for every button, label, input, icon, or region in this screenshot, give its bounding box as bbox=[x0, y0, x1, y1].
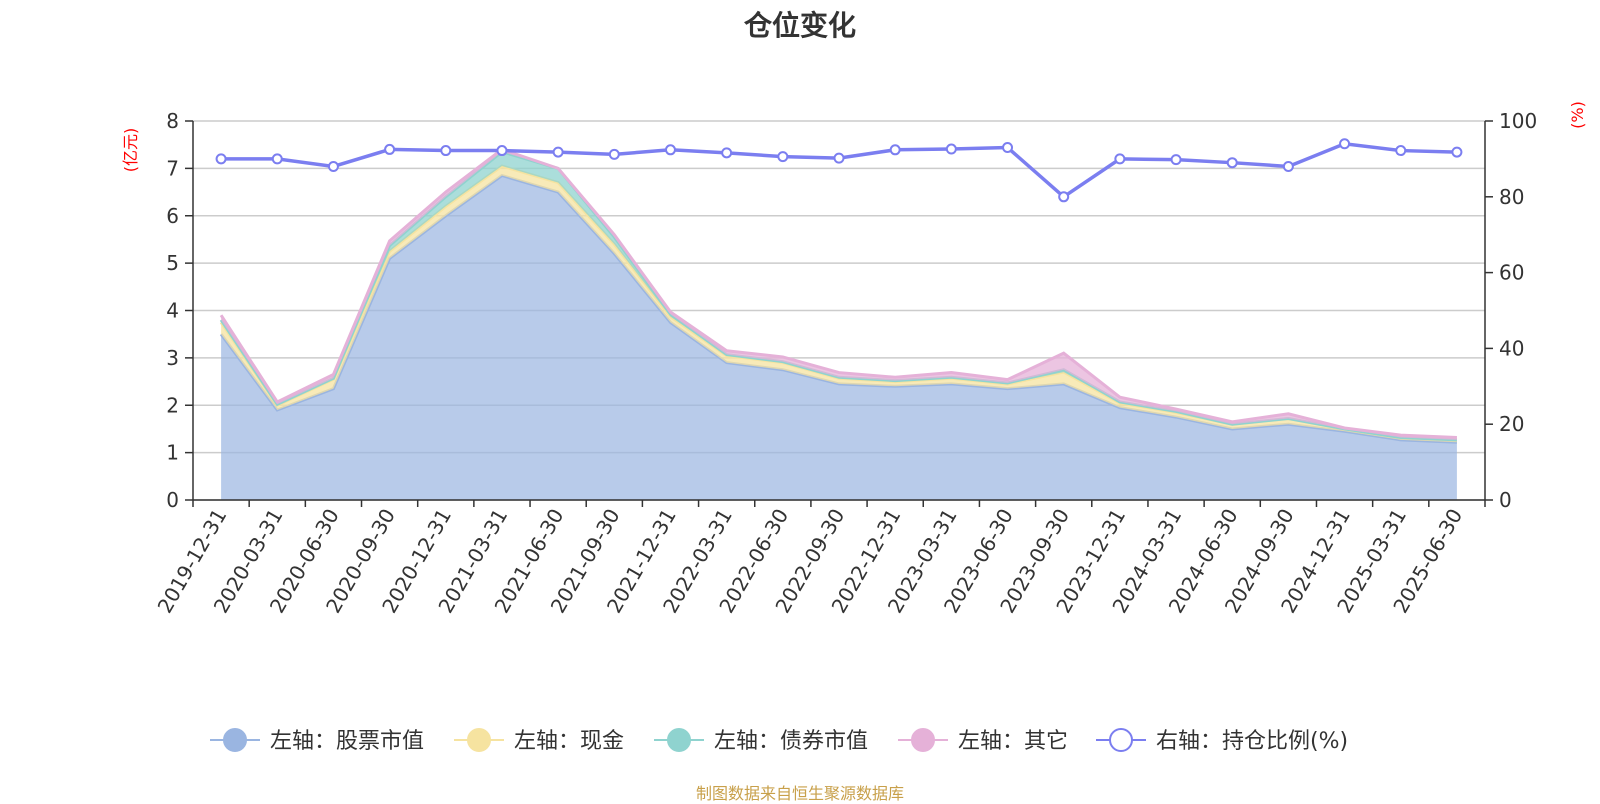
legend-marker bbox=[467, 728, 491, 752]
ratio-point bbox=[384, 143, 396, 155]
ratio-line bbox=[215, 138, 1463, 203]
area-edge-3 bbox=[219, 150, 1457, 442]
legend-marker bbox=[223, 728, 247, 752]
legend-item-5: 右轴：持仓比例(%) bbox=[1096, 728, 1348, 754]
legend-item-1: 左轴：股票市值 bbox=[210, 728, 424, 754]
ratio-point bbox=[608, 148, 620, 160]
area-series-1 bbox=[221, 175, 1457, 500]
ratio-point bbox=[777, 151, 789, 163]
ratio-point bbox=[1002, 142, 1014, 154]
right-tick-label: 20 bbox=[1499, 412, 1524, 436]
left-tick-label: 6 bbox=[166, 204, 179, 228]
legend-marker bbox=[667, 728, 691, 752]
legend: 左轴：股票市值 左轴：现金 左轴：债券市值 左轴：其它 右轴：持仓比例(%) bbox=[210, 728, 1348, 754]
ratio-point bbox=[1282, 160, 1294, 172]
ratio-point bbox=[552, 146, 564, 158]
ratio-point bbox=[1114, 153, 1126, 165]
ratio-line-path bbox=[221, 141, 1457, 200]
legend-item-4: 左轴：其它 bbox=[898, 728, 1068, 754]
chart-title: 仓位变化 bbox=[743, 9, 856, 42]
right-axis-unit: (%) bbox=[1568, 101, 1587, 129]
ratio-point bbox=[215, 153, 227, 165]
source-note: 制图数据来自恒生聚源数据库 bbox=[695, 784, 904, 803]
left-tick-label: 8 bbox=[166, 109, 179, 133]
ratio-point bbox=[1395, 145, 1407, 157]
legend-label: 左轴：股票市值 bbox=[270, 729, 424, 754]
ratio-point bbox=[1058, 191, 1070, 203]
legend-label: 左轴：现金 bbox=[514, 729, 624, 754]
ratio-point bbox=[1339, 138, 1351, 150]
left-tick-label: 5 bbox=[166, 251, 179, 275]
ratio-point bbox=[664, 144, 676, 156]
left-axis-unit: (亿元) bbox=[121, 128, 140, 173]
left-tick-label: 3 bbox=[166, 346, 179, 370]
chart-canvas: 0123456780204060801002019-12-312020-03-3… bbox=[121, 101, 1587, 754]
legend-label: 左轴：其它 bbox=[958, 729, 1068, 754]
right-tick-label: 60 bbox=[1499, 261, 1524, 285]
ratio-point bbox=[1170, 154, 1182, 166]
ratio-point bbox=[496, 145, 508, 157]
legend-marker bbox=[1109, 728, 1133, 752]
right-tick-label: 40 bbox=[1499, 336, 1524, 360]
legend-item-3: 左轴：债券市值 bbox=[654, 728, 868, 754]
legend-item-2: 左轴：现金 bbox=[454, 728, 624, 754]
right-tick-label: 0 bbox=[1499, 488, 1512, 512]
ratio-point bbox=[889, 144, 901, 156]
ratio-point bbox=[945, 143, 957, 155]
ratio-point bbox=[1451, 146, 1463, 158]
left-tick-label: 0 bbox=[166, 488, 179, 512]
legend-marker bbox=[911, 728, 935, 752]
ratio-point bbox=[271, 153, 283, 165]
left-tick-label: 1 bbox=[166, 441, 179, 465]
left-tick-label: 7 bbox=[166, 156, 179, 180]
legend-label: 左轴：债券市值 bbox=[714, 729, 868, 754]
ratio-point bbox=[440, 145, 452, 157]
ratio-point bbox=[833, 152, 845, 164]
right-tick-label: 100 bbox=[1499, 109, 1537, 133]
left-tick-label: 4 bbox=[166, 299, 179, 323]
left-tick-label: 2 bbox=[166, 393, 179, 417]
ratio-point bbox=[327, 160, 339, 172]
area-edge-4 bbox=[219, 147, 1457, 439]
right-tick-label: 80 bbox=[1499, 185, 1524, 209]
ratio-point bbox=[721, 147, 733, 159]
legend-label: 右轴：持仓比例(%) bbox=[1156, 729, 1348, 754]
ratio-point bbox=[1226, 157, 1238, 169]
stacked-areas bbox=[219, 147, 1457, 500]
